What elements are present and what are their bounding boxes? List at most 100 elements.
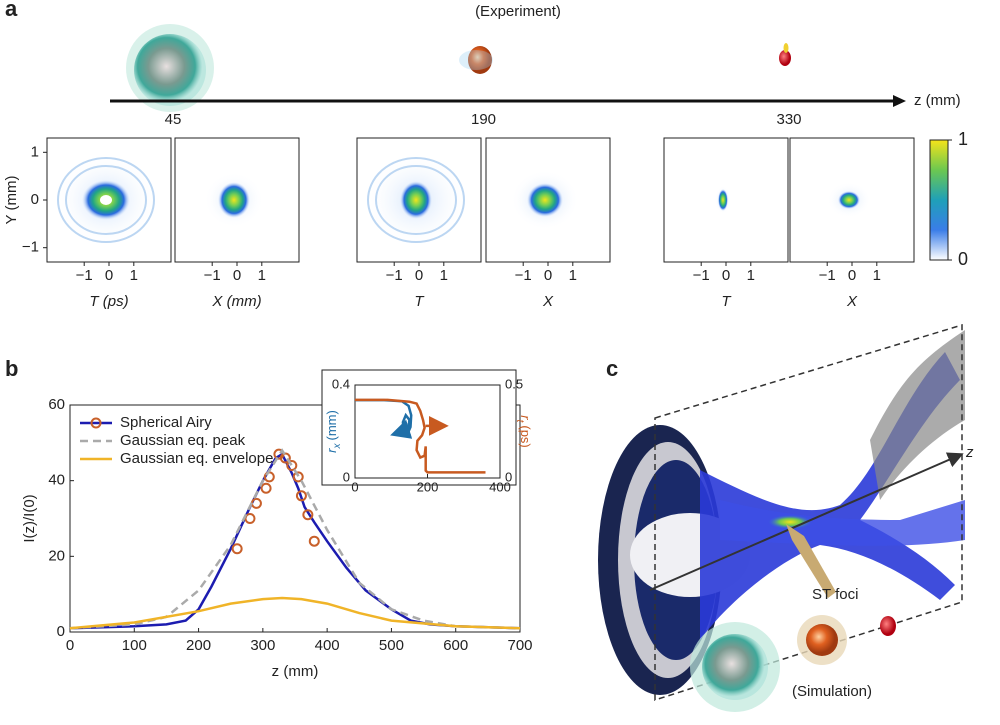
y-tick-label: 1	[31, 143, 39, 160]
y-tick-label: 40	[48, 472, 65, 489]
x-tick-label: 1	[440, 267, 448, 284]
position-label: 45	[165, 111, 182, 128]
intensity-map	[527, 183, 563, 217]
y-tick-label: 60	[48, 396, 65, 413]
x-tick-label: −1	[76, 267, 93, 284]
data-point	[295, 490, 307, 502]
y-tick-label: 0	[343, 469, 350, 484]
arrow-head	[893, 95, 906, 107]
ring	[57, 157, 155, 243]
x-tick-label: 300	[250, 637, 275, 654]
x-axis-label: T	[721, 293, 732, 310]
x-tick-label: 0	[722, 267, 730, 284]
y-tick-label: 20	[48, 547, 65, 564]
y-tick-label: 0	[31, 191, 39, 208]
legend-label: Gaussian eq. peak	[120, 432, 246, 449]
x-axis-label: T (ps)	[89, 293, 128, 310]
x-axis-label: X (mm)	[211, 293, 261, 310]
y2-tick-label: 0	[505, 469, 512, 484]
x-tick-label: −1	[515, 267, 532, 284]
x-tick-label: −1	[386, 267, 403, 284]
panel-label: a	[5, 0, 18, 21]
y-axis-label: rx (mm)	[324, 410, 342, 453]
x-axis-label: X	[542, 293, 554, 310]
position-label: 190	[471, 111, 496, 128]
x-tick-label: −1	[819, 267, 836, 284]
x-tick-label: 700	[507, 637, 532, 654]
x-tick-label: 600	[443, 637, 468, 654]
legend-marker	[90, 417, 102, 429]
panel-label: b	[5, 356, 18, 381]
y-tick-label: −1	[22, 239, 39, 256]
x-tick-label: 0	[544, 267, 552, 284]
experiment-renderings	[126, 24, 791, 112]
x-tick-label: 0	[848, 267, 856, 284]
plot-frame	[69, 404, 521, 633]
intensity-map	[218, 182, 250, 218]
x-tick-label: 1	[569, 267, 577, 284]
x-tick-label: 1	[873, 267, 881, 284]
axis-label: z (mm)	[914, 92, 961, 109]
series-line	[69, 448, 521, 630]
caption: (Simulation)	[792, 683, 872, 700]
label-symbol: r	[518, 415, 533, 420]
data-point	[244, 513, 256, 524]
ring	[367, 157, 465, 243]
panel-label: c	[606, 356, 618, 381]
x-tick-label: −1	[204, 267, 221, 284]
y-axis-label: Y (mm)	[3, 176, 20, 225]
data-point	[286, 460, 298, 472]
x-tick-label: 400	[315, 637, 340, 654]
x-tick-label: 200	[186, 637, 211, 654]
intensity-map	[718, 189, 728, 211]
intensity-map	[400, 181, 432, 219]
data-point	[250, 497, 262, 509]
inset-frame	[321, 369, 517, 486]
y-axis-label: rt(ps)	[514, 415, 532, 448]
label-unit: (mm)	[324, 410, 339, 440]
data-point	[302, 509, 314, 521]
intensity-map	[838, 191, 860, 209]
data-point	[308, 535, 320, 547]
position-label: 330	[776, 111, 801, 128]
colorbar-label: 0	[958, 249, 968, 269]
x-tick-label: 0	[415, 267, 423, 284]
x-tick-label: 500	[379, 637, 404, 654]
subtitle: (Experiment)	[475, 3, 561, 20]
legend-label: Gaussian eq. envelope	[120, 450, 273, 467]
colorbar	[929, 139, 949, 261]
y-tick-label: 0	[57, 623, 65, 640]
x-tick-label: 1	[747, 267, 755, 284]
y-tick-label: 0.4	[332, 376, 350, 391]
x-tick-label: 0	[105, 267, 113, 284]
series-line	[69, 596, 521, 630]
simulation-rendering	[598, 323, 965, 712]
intensity-map	[100, 195, 112, 205]
label-subscript: t	[514, 420, 525, 424]
x-axis-label: X	[846, 293, 858, 310]
data-point	[260, 482, 272, 494]
x-tick-label: 100	[122, 637, 147, 654]
label-subscript: x	[332, 442, 343, 449]
x-tick-label: 200	[417, 479, 439, 494]
data-point	[231, 543, 243, 555]
x-tick-label: 400	[489, 479, 511, 494]
x-axis-label: z (mm)	[272, 663, 319, 680]
label-unit: (ps)	[518, 425, 533, 447]
colorbar-label: 1	[958, 129, 968, 149]
x-tick-label: 1	[258, 267, 266, 284]
axis-label: z	[965, 444, 974, 461]
label-symbol: r	[324, 448, 339, 453]
legend-label: Spherical Airy	[120, 414, 212, 431]
x-tick-label: 0	[66, 637, 74, 654]
ring	[65, 165, 147, 235]
x-tick-label: 0	[351, 479, 358, 494]
series-line	[355, 398, 486, 474]
ring	[375, 165, 457, 235]
data-point	[292, 471, 304, 483]
x-tick-label: 1	[130, 267, 138, 284]
x-tick-label: 0	[233, 267, 241, 284]
y2-tick-label: 0.5	[505, 376, 523, 391]
y-axis-label: I(z)/I(0)	[21, 494, 38, 542]
